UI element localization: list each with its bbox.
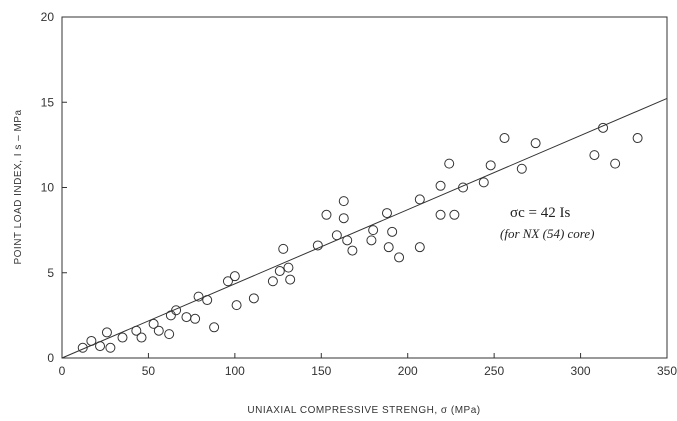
data-point bbox=[589, 150, 600, 161]
plot-frame bbox=[61, 16, 668, 359]
data-point bbox=[101, 327, 112, 338]
x-tick-label: 50 bbox=[142, 364, 156, 378]
data-point bbox=[610, 158, 621, 169]
data-point bbox=[598, 122, 609, 133]
data-point bbox=[86, 335, 97, 346]
data-points bbox=[77, 122, 643, 353]
y-tick-label: 15 bbox=[41, 95, 55, 109]
data-point bbox=[202, 295, 213, 306]
data-point bbox=[449, 209, 460, 220]
data-point bbox=[209, 322, 220, 333]
data-point bbox=[278, 243, 289, 254]
y-tick-label: 5 bbox=[47, 266, 54, 280]
data-point bbox=[485, 160, 496, 171]
data-point bbox=[274, 266, 285, 277]
y-axis-ticks: 0 5 10 15 20 bbox=[41, 10, 67, 365]
data-point bbox=[387, 226, 398, 237]
data-point bbox=[394, 252, 405, 263]
x-tick-label: 300 bbox=[571, 364, 591, 378]
x-tick-label: 250 bbox=[484, 364, 504, 378]
x-tick-label: 350 bbox=[657, 364, 677, 378]
data-point bbox=[338, 196, 349, 207]
data-point bbox=[347, 245, 358, 256]
data-point bbox=[190, 313, 201, 324]
data-point bbox=[338, 213, 349, 224]
data-point bbox=[283, 262, 294, 273]
data-point bbox=[181, 312, 192, 323]
data-point bbox=[222, 276, 233, 287]
y-tick-label: 20 bbox=[41, 10, 55, 24]
data-point bbox=[342, 235, 353, 246]
equation-annotation: σc = 42 Is bbox=[510, 205, 570, 221]
x-axis-ticks: 0 50 100 150 200 250 300 350 bbox=[59, 353, 677, 378]
data-point bbox=[331, 230, 342, 241]
data-point bbox=[267, 276, 278, 287]
data-point bbox=[321, 209, 332, 220]
data-point bbox=[171, 305, 182, 316]
data-point bbox=[229, 271, 240, 282]
data-point bbox=[153, 325, 164, 336]
x-tick-label: 0 bbox=[59, 364, 66, 378]
data-point bbox=[499, 133, 510, 144]
data-point bbox=[131, 325, 142, 336]
data-point bbox=[368, 225, 379, 236]
data-point bbox=[444, 158, 455, 169]
data-point bbox=[414, 194, 425, 205]
data-point bbox=[165, 310, 176, 321]
data-point bbox=[95, 341, 106, 352]
data-point bbox=[435, 209, 446, 220]
data-point bbox=[530, 138, 541, 149]
data-point bbox=[381, 208, 392, 219]
fit-line-group bbox=[61, 97, 668, 359]
data-point bbox=[516, 163, 527, 174]
y-tick-label: 0 bbox=[47, 351, 54, 365]
data-point bbox=[285, 274, 296, 285]
x-axis-title: UNIAXIAL COMPRESSIVE STRENGH, σ (MPa) bbox=[247, 405, 480, 416]
y-tick-label: 10 bbox=[41, 181, 55, 195]
core-note-annotation: (for NX (54) core) bbox=[500, 226, 594, 241]
data-point bbox=[632, 133, 643, 144]
x-tick-label: 100 bbox=[225, 364, 245, 378]
data-point bbox=[117, 332, 128, 343]
data-point bbox=[366, 235, 377, 246]
y-axis-title: POINT LOAD INDEX, I s – MPa bbox=[13, 109, 24, 264]
data-point bbox=[148, 318, 159, 329]
data-point bbox=[164, 329, 175, 340]
data-point bbox=[383, 242, 394, 253]
data-point bbox=[312, 240, 323, 251]
data-point bbox=[478, 177, 489, 188]
x-tick-label: 150 bbox=[311, 364, 331, 378]
data-point bbox=[248, 293, 259, 304]
data-point bbox=[136, 332, 147, 343]
data-point bbox=[231, 300, 242, 311]
data-point bbox=[77, 342, 88, 353]
data-point bbox=[105, 342, 116, 353]
data-point bbox=[414, 242, 425, 253]
x-tick-label: 200 bbox=[398, 364, 418, 378]
data-point bbox=[458, 182, 469, 193]
data-point bbox=[435, 180, 446, 191]
fit-line bbox=[61, 97, 668, 359]
data-point bbox=[193, 291, 204, 302]
